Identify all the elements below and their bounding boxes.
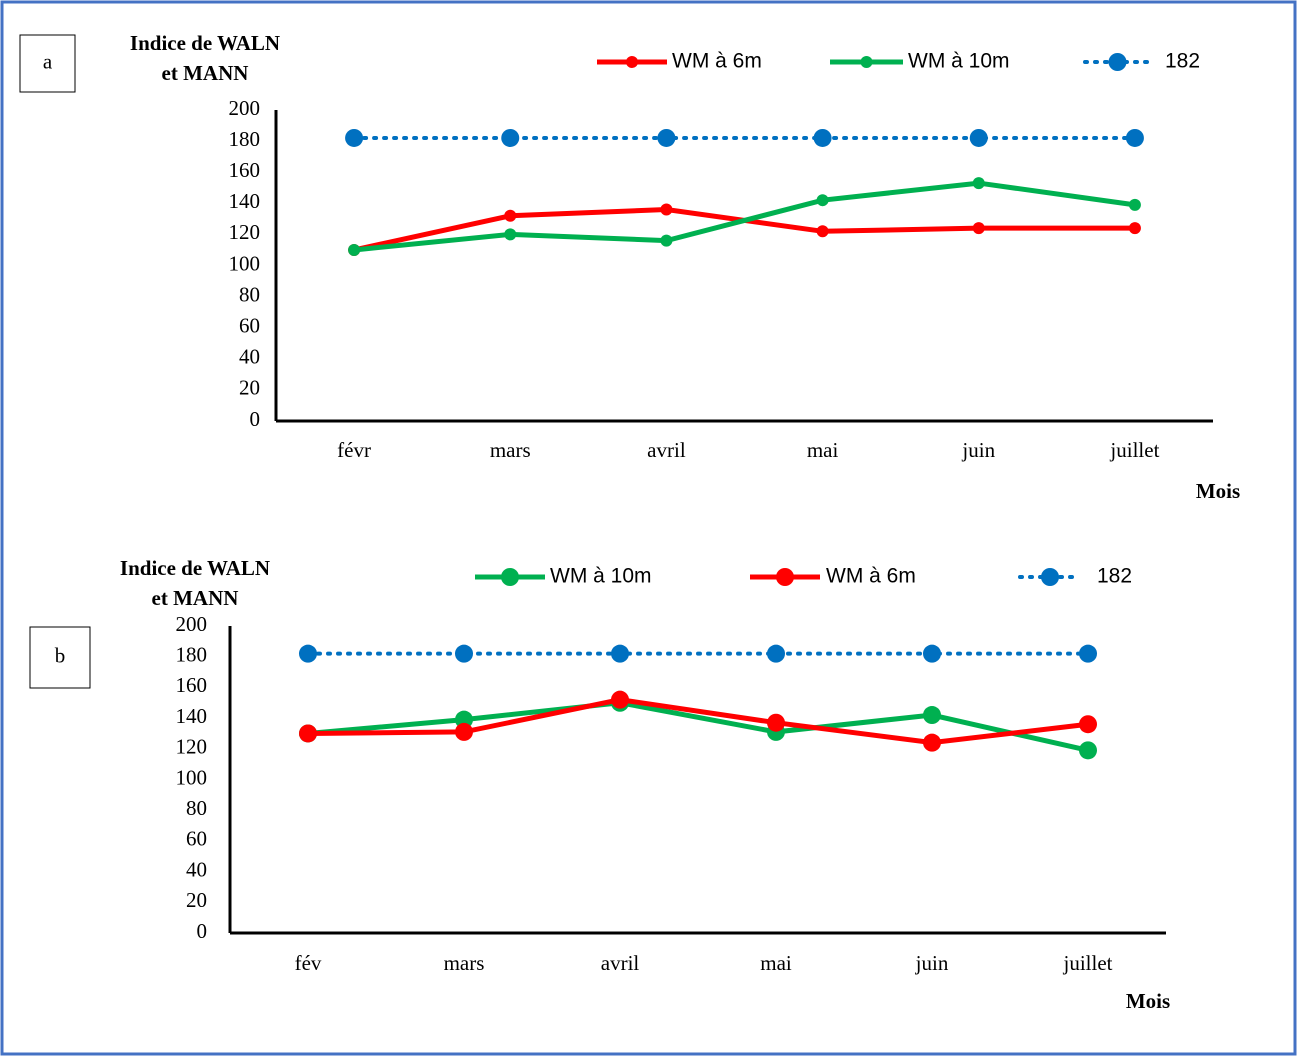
legend-label: 182: [1097, 565, 1132, 588]
data-point: [1079, 715, 1097, 734]
data-point: [504, 209, 517, 222]
x-tick-label: mars: [444, 951, 485, 975]
x-tick-label: juillet: [1109, 438, 1159, 462]
data-point: [455, 722, 473, 741]
y-tick-label: 100: [229, 251, 261, 275]
y-tick-label: 60: [239, 314, 260, 338]
legend-label: WM à 6m: [826, 565, 916, 588]
data-point: [972, 222, 985, 235]
y-tick-label: 40: [239, 345, 260, 369]
data-point: [923, 706, 941, 725]
y-tick-label: 100: [176, 765, 208, 789]
y-tick-label: 160: [176, 673, 208, 697]
y-tick-label: 120: [229, 220, 261, 244]
panel-label: a: [43, 49, 53, 73]
y-axis-label: Indice de WALN: [130, 31, 280, 55]
legend-marker: [776, 568, 794, 586]
series-line: [353, 180, 1136, 253]
y-tick-label: 60: [186, 827, 207, 851]
data-point: [504, 228, 517, 241]
panel-box: [19, 34, 76, 93]
y-tick-label: 200: [229, 96, 261, 120]
x-tick-label: mai: [807, 438, 839, 462]
x-axis-label: Mois: [1196, 479, 1240, 503]
data-point: [969, 128, 988, 147]
legend-label: WM à 10m: [908, 50, 1010, 73]
data-point: [767, 713, 785, 732]
data-point: [1125, 128, 1144, 147]
x-tick-label: juin: [961, 438, 995, 462]
legend-marker: [860, 56, 873, 68]
data-point: [972, 177, 985, 190]
y-tick-label: 140: [229, 189, 261, 213]
y-tick-label: 80: [239, 282, 260, 306]
y-tick-label: 180: [229, 127, 261, 151]
data-point: [813, 128, 832, 147]
data-point: [1079, 644, 1097, 663]
x-tick-label: mars: [490, 438, 531, 462]
x-tick-label: mai: [760, 951, 792, 975]
legend-marker: [1041, 568, 1059, 586]
data-point: [611, 644, 629, 663]
legend-marker: [1108, 53, 1127, 71]
x-tick-label: avril: [647, 438, 686, 462]
x-tick-label: avril: [601, 951, 640, 975]
y-tick-label: 160: [229, 158, 261, 182]
x-tick-label: juillet: [1063, 951, 1113, 975]
panel-box: [29, 626, 91, 689]
y-tick-label: 140: [176, 704, 208, 728]
data-point: [348, 243, 361, 256]
x-tick-label: juin: [915, 951, 949, 975]
series-line: [307, 700, 1089, 753]
y-axis-label: et MANN: [162, 61, 249, 85]
data-point: [657, 128, 676, 147]
legend-marker: [501, 568, 519, 586]
y-axis-label: et MANN: [152, 586, 239, 610]
legend-marker: [626, 56, 638, 68]
legend-label: 182: [1165, 50, 1200, 73]
x-tick-label: févr: [337, 438, 371, 462]
y-tick-label: 0: [197, 919, 208, 943]
data-point: [923, 733, 941, 752]
data-point: [660, 234, 673, 247]
data-point: [1128, 222, 1141, 235]
y-tick-label: 40: [186, 857, 207, 881]
y-tick-label: 0: [250, 407, 261, 431]
data-point: [1128, 198, 1141, 211]
panel-label: b: [55, 643, 66, 667]
y-tick-label: 200: [176, 612, 208, 636]
legend-label: WM à 10m: [550, 565, 652, 588]
x-tick-label: fév: [295, 951, 322, 975]
data-point: [660, 203, 673, 216]
y-tick-label: 80: [186, 796, 207, 820]
y-tick-label: 20: [186, 888, 207, 912]
legend-label: WM à 6m: [672, 50, 762, 73]
series-line: [307, 697, 1089, 746]
y-tick-label: 20: [239, 376, 260, 400]
data-point: [767, 644, 785, 663]
data-point: [455, 644, 473, 663]
data-point: [611, 690, 629, 709]
data-point: [816, 194, 829, 207]
data-point: [299, 644, 317, 663]
y-axis-label: Indice de WALN: [120, 556, 270, 580]
data-point: [345, 128, 364, 147]
x-axis-label: Mois: [1126, 989, 1170, 1013]
data-point: [816, 225, 829, 238]
data-point: [299, 724, 317, 743]
y-tick-label: 120: [176, 735, 208, 759]
data-point: [501, 128, 520, 147]
data-point: [1079, 741, 1097, 760]
data-point: [923, 644, 941, 663]
y-tick-label: 180: [176, 643, 208, 667]
